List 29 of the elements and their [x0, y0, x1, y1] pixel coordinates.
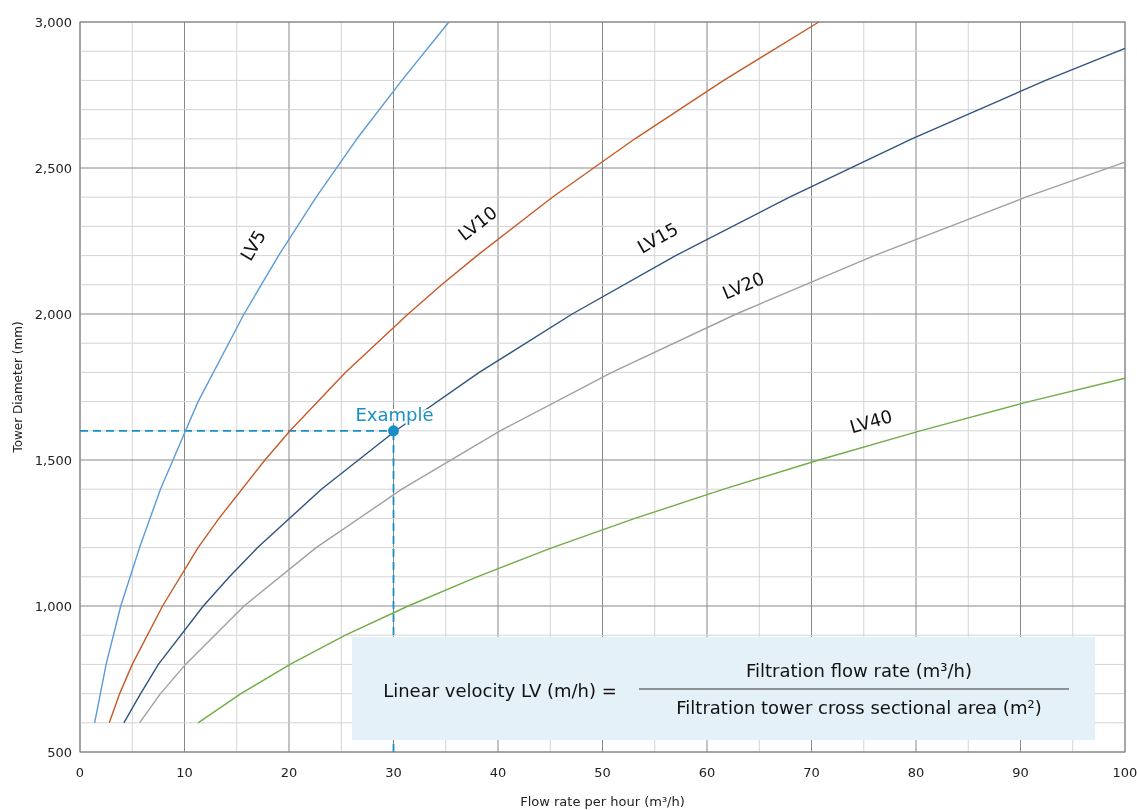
text: LV40 — [847, 405, 895, 438]
x-tick-label: 100 — [1112, 765, 1137, 780]
x-tick-label: 30 — [385, 765, 402, 780]
text: LV20 — [719, 267, 768, 304]
x-tick-label: 20 — [280, 765, 298, 780]
y-tick-label: 500 — [47, 745, 72, 760]
line-series — [138, 161, 1126, 724]
x-tick-label: 0 — [75, 765, 85, 780]
y-tick-label: 2,000 — [34, 307, 72, 322]
y-axis-title: Tower Diameter (mm) — [11, 321, 25, 454]
text: LV15 — [633, 217, 682, 258]
x-tick-label: 70 — [803, 765, 820, 780]
x-tick-label: 50 — [594, 765, 611, 780]
x-axis-title: Flow rate per hour (m³/h) — [520, 794, 685, 809]
y-tick-label: 1,500 — [34, 453, 72, 468]
y-tick-label: 2,500 — [34, 161, 72, 176]
annotation: Linear velocity LV (m/h) = — [383, 680, 617, 701]
annotation: Filtration tower cross sectional area (m²) — [676, 697, 1042, 718]
y-tick-label: 3,000 — [34, 15, 72, 30]
line-series — [197, 377, 1126, 724]
x-tick-label: 90 — [1012, 765, 1029, 780]
x-tick-label: 80 — [907, 765, 925, 780]
x-tick-label: 60 — [698, 765, 716, 780]
y-tick-label: 1,000 — [34, 599, 72, 614]
x-tick-label: 40 — [489, 765, 507, 780]
line-series — [123, 47, 1126, 724]
x-tick-label: 10 — [176, 765, 193, 780]
annotation: Filtration flow rate (m³/h) — [745, 660, 973, 681]
formula-panel: Linear velocity LV (m/h) = Filtration flow rate (m³/h) Filtration tower cross sectional area (m²) — [352, 637, 1095, 740]
